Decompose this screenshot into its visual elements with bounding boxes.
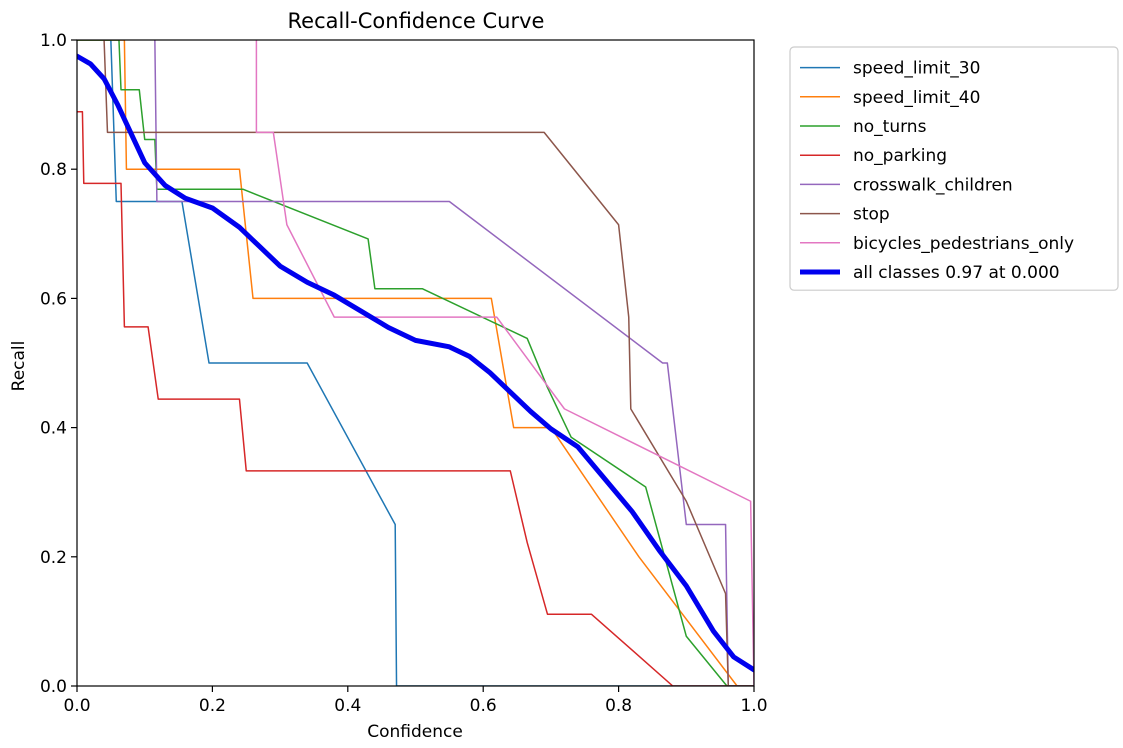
chart-title: Recall-Confidence Curve — [288, 9, 545, 33]
y-tick-label: 0.2 — [40, 548, 67, 568]
plot-area — [77, 40, 754, 686]
series-line-bicycles-pedestrians-only — [255, 40, 754, 686]
x-tick-label: 0.4 — [334, 696, 361, 716]
series-line-stop — [103, 40, 754, 686]
y-tick-label: 0.4 — [40, 419, 67, 439]
y-tick-label: 0.6 — [40, 289, 67, 309]
y-tick-label: 1.0 — [40, 31, 67, 51]
legend-frame — [789, 46, 1119, 291]
series-group — [77, 40, 754, 686]
y-tick-label: 0.0 — [40, 677, 67, 697]
legend-label: no_turns — [853, 117, 927, 137]
legend-label: no_parking — [853, 146, 947, 166]
y-axis-label: Recall — [9, 341, 29, 392]
series-line-no-parking — [77, 110, 754, 686]
y-axis-ticks: 0.0 0.2 0.4 0.6 0.8 1.0 — [40, 31, 77, 697]
series-line-all-classes-0-97-at-0-000 — [77, 53, 754, 673]
legend-label: stop — [853, 205, 890, 225]
legend-label: crosswalk_children — [853, 175, 1013, 195]
x-tick-label: 0.8 — [605, 696, 632, 716]
x-tick-label: 0.2 — [199, 696, 226, 716]
x-axis-label: Confidence — [367, 722, 463, 742]
series-line-no-turns — [77, 40, 754, 686]
legend: speed_limit_30 speed_limit_40 no_turns no_p… — [789, 46, 1119, 291]
x-tick-label: 0.0 — [63, 696, 90, 716]
legend-label: all classes 0.97 at 0.000 — [853, 263, 1060, 283]
legend-label: speed_limit_40 — [853, 88, 980, 108]
x-tick-label: 0.6 — [470, 696, 497, 716]
x-tick-label: 1.0 — [740, 696, 767, 716]
x-axis-ticks: 0.0 0.2 0.4 0.6 0.8 1.0 — [63, 686, 768, 716]
y-tick-label: 0.8 — [40, 160, 67, 180]
legend-label: bicycles_pedestrians_only — [853, 234, 1074, 254]
plot-frame — [76, 39, 755, 687]
legend-label: speed_limit_30 — [853, 59, 980, 79]
